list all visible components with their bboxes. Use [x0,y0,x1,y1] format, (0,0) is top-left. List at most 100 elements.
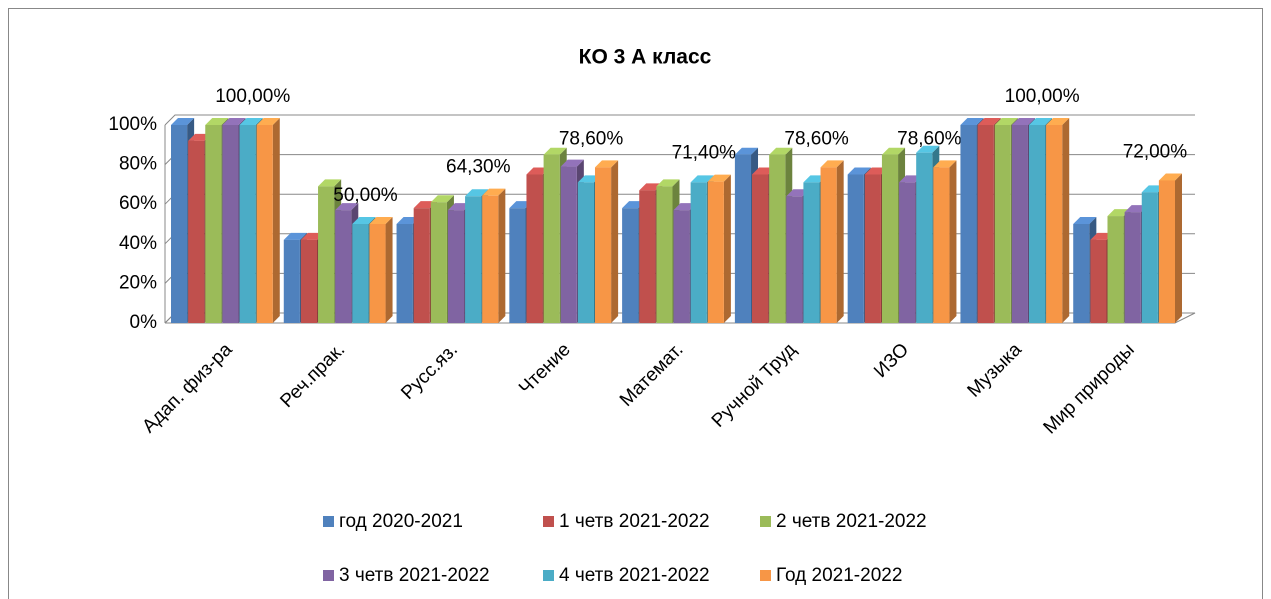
bar [977,125,994,323]
bar [318,186,335,323]
legend-label: год 2020-2021 [339,511,463,532]
legend-swatch [543,570,554,581]
bar-top [318,179,342,187]
bar [734,154,752,323]
bar-top [881,147,906,155]
bar [1011,125,1028,323]
bar [1090,239,1107,323]
data-label: 64,30% [446,157,511,178]
bar [820,167,837,323]
bar-top [1011,118,1035,125]
bar-top [335,203,359,211]
bar [847,174,864,323]
bar [639,190,656,323]
bar [1073,224,1090,323]
data-label: 78,60% [784,128,849,149]
bar-top [482,188,506,196]
bar [1046,125,1063,323]
data-label: 100,00% [1005,86,1080,107]
bar [222,125,239,323]
data-label: 78,60% [897,128,962,149]
bar [994,125,1011,323]
bar-top [594,160,619,168]
bar-side [949,160,957,323]
bar [690,182,707,323]
bar-side [611,160,619,323]
chart-title: КО 3 А класс [579,46,712,69]
bar-top [1028,118,1053,125]
bar [171,125,188,323]
y-tick-label: 60% [119,193,157,214]
legend-label: 1 четв 2021-2022 [559,511,710,532]
bar-side [1062,118,1070,323]
legend-swatch [543,516,554,527]
bar [465,196,482,323]
bar [256,125,273,323]
bar [577,182,594,323]
bar-top [256,118,280,125]
legend-swatch [760,570,771,581]
bar [482,195,499,323]
bar [899,182,916,323]
bar [916,152,933,323]
bar [300,239,318,323]
grid-line [164,114,1195,126]
legend-swatch [323,570,334,581]
bar [803,182,820,323]
bar [526,174,543,323]
legend-label: 2 четв 2021-2022 [776,511,927,532]
bar [769,154,786,323]
bar [396,224,413,323]
legend-swatch [760,516,771,527]
bar [594,167,612,323]
bar-top [430,195,454,203]
bar [205,125,222,323]
y-tick-label: 80% [119,154,157,175]
legend-swatch [323,516,334,527]
bar [188,140,205,323]
bar [881,154,899,323]
bar-top [960,118,984,125]
bar-top [707,174,731,182]
bar [864,174,881,323]
bar-top [1046,118,1070,125]
bar [413,208,430,323]
bar-top [239,118,263,125]
data-label: 71,40% [672,143,737,164]
bar-top [820,160,844,168]
bar-top [560,159,584,167]
y-tick-label: 0% [130,312,158,333]
bar-top [769,147,793,155]
bar-top [465,189,489,197]
bar-top [994,118,1018,125]
bar [933,167,950,323]
y-tick-label: 100% [108,114,157,135]
bar [1028,125,1046,323]
bar-top [222,118,246,125]
bar [752,174,769,323]
bar [239,125,256,323]
bar [1158,180,1175,323]
bar-top [352,217,376,224]
bar-top [690,175,714,183]
bar-top [916,145,940,153]
bar-top [205,118,229,125]
bar [335,210,352,323]
bar-top [933,160,957,168]
bar [447,210,465,323]
bar-top [283,232,307,240]
bar [560,166,577,323]
bar-side [498,188,506,323]
bar-side [836,160,844,323]
y-tick-label: 20% [119,272,157,293]
bar [430,202,447,323]
legend-label: 3 четв 2021-2022 [339,565,490,586]
bar [673,210,690,323]
bar-top [656,179,680,187]
bar [1107,216,1124,323]
bar-side [723,174,731,323]
data-label: 50,00% [333,185,398,206]
data-label: 78,60% [559,128,624,149]
bar-side [272,118,280,323]
